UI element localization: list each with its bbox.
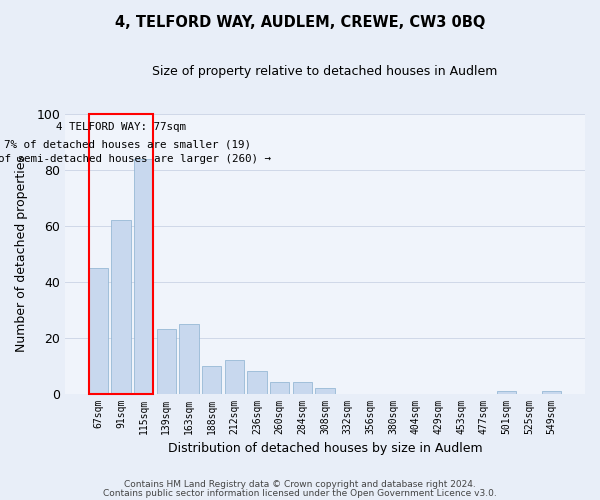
Bar: [293, 382, 312, 394]
Bar: [179, 324, 199, 394]
Bar: [542, 391, 562, 394]
Bar: [157, 329, 176, 394]
Text: ← 7% of detached houses are smaller (19): ← 7% of detached houses are smaller (19): [0, 139, 251, 149]
Title: Size of property relative to detached houses in Audlem: Size of property relative to detached ho…: [152, 65, 498, 78]
Text: Contains HM Land Registry data © Crown copyright and database right 2024.: Contains HM Land Registry data © Crown c…: [124, 480, 476, 489]
Bar: [89, 114, 154, 394]
X-axis label: Distribution of detached houses by size in Audlem: Distribution of detached houses by size …: [168, 442, 482, 455]
Bar: [270, 382, 289, 394]
Bar: [134, 158, 154, 394]
Bar: [202, 366, 221, 394]
Bar: [497, 391, 516, 394]
Bar: [316, 388, 335, 394]
Bar: [225, 360, 244, 394]
Text: Contains public sector information licensed under the Open Government Licence v3: Contains public sector information licen…: [103, 489, 497, 498]
Text: 4 TELFORD WAY: 77sqm: 4 TELFORD WAY: 77sqm: [56, 122, 186, 132]
Text: 4, TELFORD WAY, AUDLEM, CREWE, CW3 0BQ: 4, TELFORD WAY, AUDLEM, CREWE, CW3 0BQ: [115, 15, 485, 30]
Bar: [247, 371, 266, 394]
Bar: [89, 268, 108, 394]
Text: 93% of semi-detached houses are larger (260) →: 93% of semi-detached houses are larger (…: [0, 154, 271, 164]
Bar: [112, 220, 131, 394]
Y-axis label: Number of detached properties: Number of detached properties: [15, 155, 28, 352]
